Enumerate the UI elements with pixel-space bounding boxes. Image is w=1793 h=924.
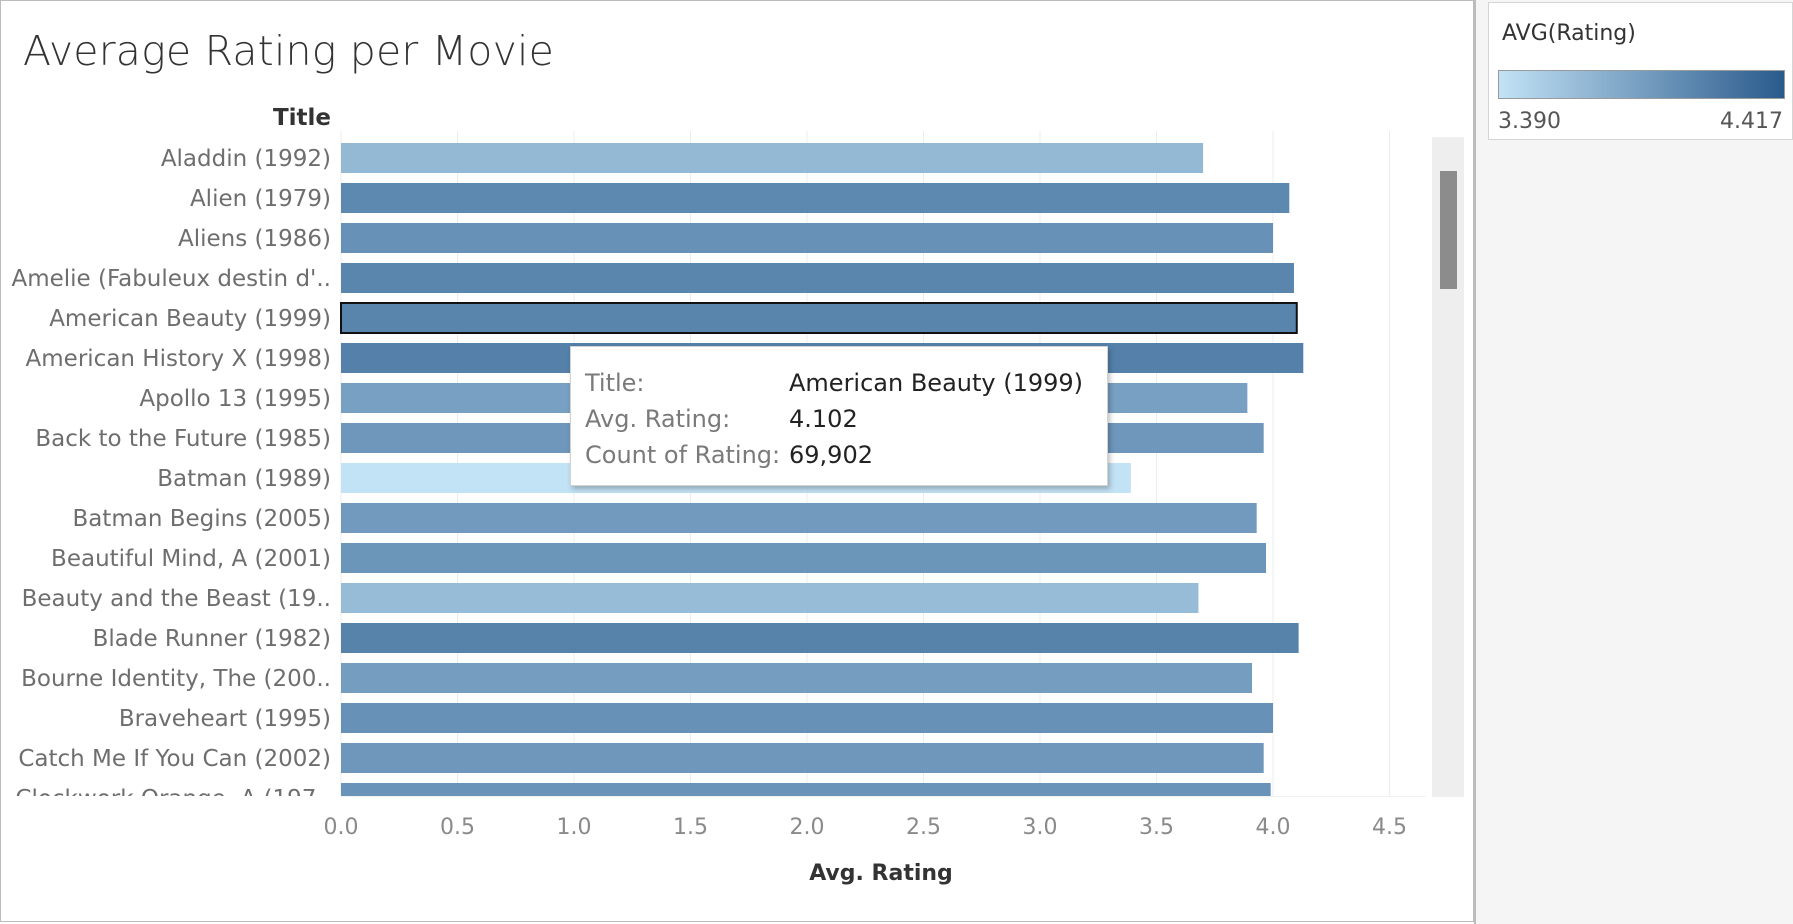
- bar[interactable]: [341, 703, 1273, 733]
- worksheet: Average Rating per Movie Title Aladdin (…: [0, 0, 1474, 922]
- bar[interactable]: [341, 503, 1257, 533]
- row-label: Aliens (1986): [178, 226, 331, 252]
- x-tick-label: 3.0: [1023, 815, 1058, 840]
- tooltip-row-count: Count of Rating: 69,902: [585, 441, 1107, 477]
- y-axis-header: Title: [272, 105, 331, 131]
- scrollbar-thumb[interactable]: [1440, 171, 1457, 289]
- vertical-scrollbar[interactable]: [1432, 137, 1464, 797]
- x-tick-label: 1.0: [557, 815, 592, 840]
- x-axis-ticks: 0.0 0.5 1.0 1.5 2.0 2.5 3.0 3.5 4.0 4.5: [324, 796, 1426, 840]
- tooltip-value: 69,902: [789, 441, 873, 469]
- tooltip-key: Avg. Rating:: [585, 405, 731, 433]
- tooltip-row-avg-rating: Avg. Rating: 4.102: [585, 405, 1107, 441]
- bar[interactable]: [341, 263, 1294, 293]
- legend-color-ramp: [1498, 70, 1785, 99]
- row-label: Batman Begins (2005): [72, 506, 331, 532]
- x-tick-label: 0.0: [324, 815, 359, 840]
- x-tick-label: 4.0: [1256, 815, 1291, 840]
- row-label: Catch Me If You Can (2002): [18, 746, 331, 772]
- x-tick-label: 2.0: [790, 815, 825, 840]
- row-label: American History X (1998): [26, 346, 331, 372]
- legend-min-label: 3.390: [1498, 109, 1561, 134]
- x-tick-label: 0.5: [440, 815, 475, 840]
- row-label: Beauty and the Beast (19..: [22, 586, 331, 612]
- bar-chart: Aladdin (1992) Alien (1979) Aliens (1986) A…: [11, 131, 1390, 796]
- bar[interactable]: [341, 743, 1264, 773]
- row-label: Amelie (Fabuleux destin d'..: [11, 266, 331, 292]
- x-axis-title: Avg. Rating: [809, 861, 953, 886]
- bars: [340, 143, 1304, 796]
- x-axis: 0.0 0.5 1.0 1.5 2.0 2.5 3.0 3.5 4.0 4.5: [324, 796, 1426, 840]
- legend-panel: AVG(Rating) 3.390 4.417: [1474, 0, 1793, 924]
- bar[interactable]: [341, 583, 1199, 613]
- x-tick-label: 2.5: [906, 815, 941, 840]
- color-legend[interactable]: AVG(Rating) 3.390 4.417: [1488, 2, 1793, 140]
- bar[interactable]: [341, 783, 1271, 796]
- tooltip-key: Title:: [585, 369, 645, 397]
- legend-title: AVG(Rating): [1502, 21, 1636, 46]
- tooltip-value: 4.102: [789, 405, 858, 433]
- tooltip-key: Count of Rating:: [585, 441, 781, 469]
- bar[interactable]: [341, 183, 1290, 213]
- row-label: Alien (1979): [190, 186, 331, 212]
- row-label: Beautiful Mind, A (2001): [51, 546, 331, 572]
- bar[interactable]: [341, 143, 1204, 173]
- row-label: Aladdin (1992): [161, 146, 331, 172]
- bar-selected[interactable]: [340, 302, 1298, 334]
- row-label: Apollo 13 (1995): [139, 386, 331, 412]
- row-label: Braveheart (1995): [119, 706, 331, 732]
- row-label: Bourne Identity, The (200..: [21, 666, 331, 692]
- row-label: Batman (1989): [157, 466, 331, 492]
- row-labels: Aladdin (1992) Alien (1979) Aliens (1986) A…: [11, 146, 331, 796]
- row-label: American Beauty (1999): [49, 306, 331, 332]
- tooltip-row-title: Title: American Beauty (1999): [585, 369, 1107, 405]
- x-tick-label: 3.5: [1139, 815, 1174, 840]
- row-label: Blade Runner (1982): [93, 626, 331, 652]
- bar[interactable]: [341, 223, 1273, 253]
- row-label: Clockwork Orange, A (197..: [15, 786, 331, 796]
- tooltip-value: American Beauty (1999): [789, 369, 1084, 397]
- tooltip: Title: American Beauty (1999) Avg. Ratin…: [570, 346, 1108, 486]
- legend-max-label: 4.417: [1720, 109, 1783, 134]
- bar[interactable]: [341, 663, 1253, 693]
- plot-area: Aladdin (1992) Alien (1979) Aliens (1986) A…: [1, 131, 1431, 796]
- chart-title: Average Rating per Movie: [23, 27, 555, 75]
- x-tick-label: 4.5: [1372, 815, 1407, 840]
- x-tick-label: 1.5: [673, 815, 708, 840]
- bar[interactable]: [341, 543, 1267, 573]
- row-label: Back to the Future (1985): [35, 426, 331, 452]
- bar[interactable]: [341, 623, 1299, 653]
